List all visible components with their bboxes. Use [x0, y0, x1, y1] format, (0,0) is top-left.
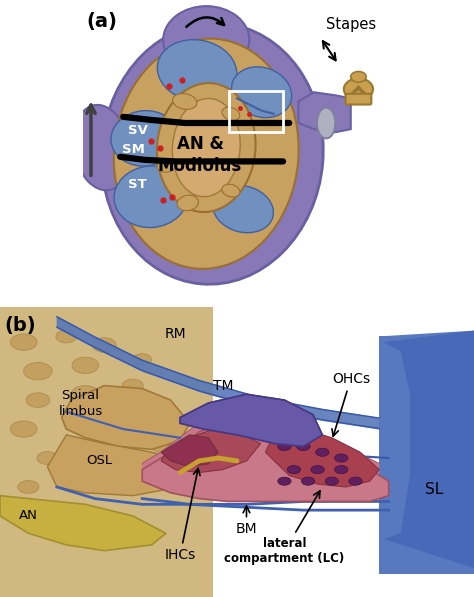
PathPatch shape: [62, 386, 190, 450]
Circle shape: [24, 362, 52, 380]
Ellipse shape: [114, 39, 299, 269]
Polygon shape: [142, 417, 379, 464]
Ellipse shape: [114, 166, 188, 227]
Circle shape: [114, 470, 133, 481]
Circle shape: [71, 386, 100, 403]
Ellipse shape: [351, 72, 366, 82]
Ellipse shape: [111, 110, 179, 166]
FancyBboxPatch shape: [379, 337, 474, 574]
PathPatch shape: [180, 394, 322, 447]
Ellipse shape: [177, 195, 199, 211]
Circle shape: [59, 474, 83, 488]
Circle shape: [37, 452, 58, 464]
Circle shape: [287, 466, 301, 473]
PathPatch shape: [379, 331, 474, 574]
PathPatch shape: [265, 429, 379, 487]
Circle shape: [10, 421, 37, 437]
Circle shape: [133, 354, 152, 365]
Ellipse shape: [344, 78, 373, 100]
Text: OSL: OSL: [86, 454, 113, 467]
FancyBboxPatch shape: [346, 94, 371, 104]
Circle shape: [56, 330, 77, 343]
PathPatch shape: [47, 435, 190, 496]
Circle shape: [311, 466, 324, 473]
Circle shape: [18, 481, 39, 493]
Circle shape: [72, 357, 99, 374]
Text: (a): (a): [86, 13, 117, 31]
PathPatch shape: [161, 429, 261, 472]
Ellipse shape: [157, 160, 175, 172]
PathPatch shape: [161, 435, 218, 467]
Circle shape: [118, 412, 137, 423]
Circle shape: [92, 338, 116, 352]
Ellipse shape: [317, 107, 336, 139]
Text: SV: SV: [128, 124, 148, 137]
Circle shape: [316, 448, 329, 456]
Circle shape: [278, 477, 291, 485]
Ellipse shape: [222, 107, 240, 121]
Ellipse shape: [173, 94, 197, 109]
Circle shape: [278, 442, 291, 451]
Circle shape: [64, 416, 88, 430]
Text: (b): (b): [5, 316, 36, 335]
Circle shape: [325, 477, 338, 485]
Ellipse shape: [172, 99, 240, 196]
Text: SL: SL: [425, 482, 443, 497]
Text: BM: BM: [236, 506, 257, 536]
Circle shape: [335, 466, 348, 473]
Circle shape: [301, 477, 315, 485]
Ellipse shape: [213, 186, 273, 233]
PathPatch shape: [0, 496, 166, 550]
Bar: [229, 91, 283, 132]
Text: lateral
compartment (LC): lateral compartment (LC): [224, 491, 345, 565]
Circle shape: [349, 477, 362, 485]
Circle shape: [297, 442, 310, 451]
Text: OHCs: OHCs: [332, 372, 370, 436]
Ellipse shape: [163, 6, 249, 74]
Circle shape: [335, 454, 348, 462]
Ellipse shape: [157, 83, 255, 212]
Polygon shape: [180, 394, 322, 447]
Text: AN &
Modiolus: AN & Modiolus: [158, 135, 242, 176]
Text: Spiral
limbus: Spiral limbus: [58, 389, 103, 417]
Text: TM: TM: [212, 378, 233, 393]
Circle shape: [152, 441, 171, 453]
PathPatch shape: [142, 417, 389, 501]
Circle shape: [122, 379, 143, 392]
Text: SM: SM: [122, 143, 145, 156]
Ellipse shape: [73, 105, 130, 190]
Text: IHCs: IHCs: [164, 469, 200, 562]
Ellipse shape: [157, 39, 237, 101]
PathPatch shape: [299, 92, 351, 132]
Text: ST: ST: [128, 178, 146, 191]
PathPatch shape: [384, 331, 474, 568]
Circle shape: [91, 444, 118, 460]
PathPatch shape: [0, 307, 213, 597]
Ellipse shape: [101, 23, 323, 284]
Text: RM: RM: [164, 327, 186, 340]
Circle shape: [10, 334, 37, 350]
Circle shape: [26, 393, 50, 407]
Text: Stapes: Stapes: [326, 17, 376, 32]
Text: AN: AN: [19, 509, 38, 522]
Ellipse shape: [231, 67, 292, 118]
Ellipse shape: [222, 184, 240, 197]
